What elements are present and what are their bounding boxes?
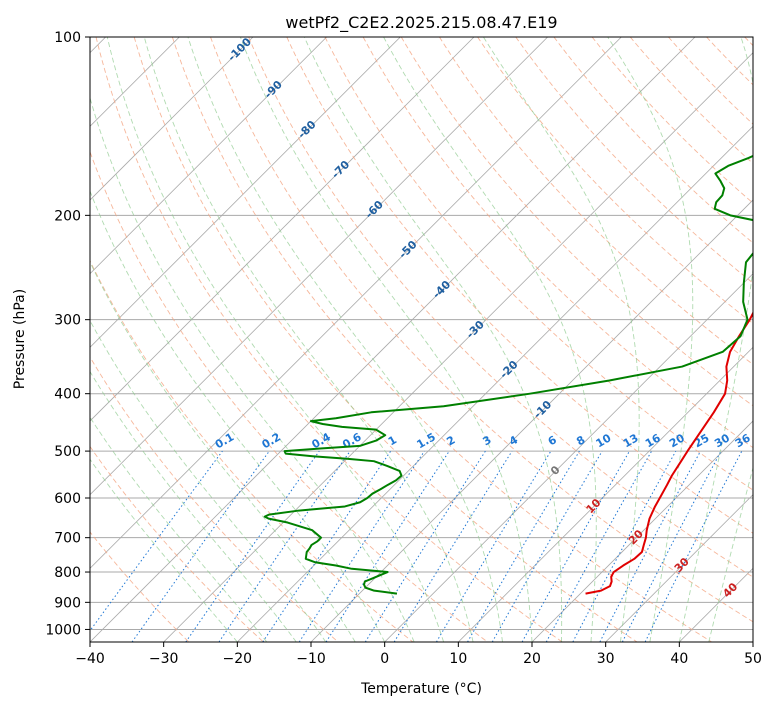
isotherm-30 [605, 494, 753, 642]
isotherm--90 [90, 37, 327, 275]
mixing-ratio-line-3 [218, 450, 351, 642]
dry-adiabat-110 [439, 37, 753, 365]
dry-adiabat-40 [171, 37, 712, 642]
y-tick-label-500: 500 [54, 444, 81, 460]
isotherm--50 [90, 37, 622, 569]
mixing-ratio-line-2 [185, 450, 320, 642]
dry-adiabat-130 [515, 37, 753, 284]
dry-adiabat-90 [362, 37, 753, 449]
chart-title: wetPf2_C2E2.2025.215.08.47.E19 [285, 13, 557, 33]
x-tick-label-50: 50 [744, 651, 762, 667]
x-tick-label-0: 0 [380, 651, 389, 667]
dry-adiabat-20 [95, 37, 563, 642]
dry-adiabat-60 [248, 37, 753, 578]
x-tick-label--20: −20 [223, 651, 253, 667]
plot-frame [89, 36, 754, 643]
mixing-ratio-line-6 [325, 450, 450, 642]
y-tick-label-900: 900 [54, 595, 81, 611]
plot-area: 0.1 0.2 0.4 0.6 1 1.5 2 3 4 6 8 10 13 16 20 25 30 36-100-… [90, 37, 753, 642]
sounding-profiles [263, 154, 753, 595]
isotherm-10 [458, 346, 753, 642]
mixing-ratio-line-17 [644, 450, 743, 642]
dewpoint-profile-line [263, 154, 753, 595]
moist-adiabat-8 [106, 37, 445, 642]
y-axis-title: Pressure (hPa) [12, 289, 28, 389]
mixing-ratio-line-5 [298, 450, 425, 642]
isotherm-lines [90, 37, 753, 642]
mixing-ratio-lines [90, 450, 743, 642]
mixing-ratio-line-14 [572, 450, 677, 642]
moist-adiabat-24 [303, 37, 563, 642]
x-axis-title: Temperature (°C) [360, 681, 482, 697]
mixing-ratio-line-13 [545, 450, 653, 642]
mixing-ratio-line-4 [262, 450, 392, 642]
isotherm-20 [531, 420, 753, 642]
dry-adiabat-30 [133, 37, 638, 642]
moist-adiabat-0 [90, 189, 386, 642]
y-tick-label-1000: 1000 [45, 622, 81, 638]
x-tick-label--30: −30 [149, 651, 179, 667]
mixing-ratio-line-12 [521, 450, 630, 642]
moist-adiabat--16 [90, 416, 268, 642]
moist-adiabat-44 [708, 466, 753, 642]
isotherm--60 [90, 37, 548, 496]
moist-adiabat--20 [90, 458, 238, 642]
moist-adiabat--8 [90, 319, 327, 642]
y-tick-label-700: 700 [54, 531, 81, 547]
moist-adiabat-16 [187, 37, 503, 642]
dry-adiabat--20 [90, 445, 264, 642]
isotherm--80 [90, 37, 401, 348]
x-tick-label-20: 20 [523, 651, 541, 667]
dry-adiabat-100 [400, 37, 753, 407]
y-tick-label-300: 300 [54, 313, 81, 329]
x-tick-label-10: 10 [449, 651, 467, 667]
x-tick-label--10: −10 [296, 651, 326, 667]
pressure-grid [90, 37, 753, 630]
moist-adiabat-28 [383, 37, 597, 642]
isotherm--20 [237, 125, 753, 642]
y-tick-label-200: 200 [54, 208, 81, 224]
moist-adiabat--4 [90, 260, 356, 642]
isotherm--70 [90, 37, 475, 422]
y-tick-label-800: 800 [54, 565, 81, 581]
dry-adiabat--10 [90, 356, 339, 642]
dry-adiabat-80 [324, 37, 753, 491]
dry-adiabat-140 [553, 37, 753, 244]
moist-adiabat--12 [90, 370, 297, 642]
moist-adiabat-12 [143, 37, 474, 642]
x-tick-label-40: 40 [670, 651, 688, 667]
y-tick-label-400: 400 [54, 387, 81, 403]
dry-adiabat-lines [90, 37, 753, 642]
moist-adiabat-40 [678, 37, 753, 642]
x-tick-label-30: 30 [597, 651, 615, 667]
isotherm--40 [90, 37, 696, 642]
dry-adiabat-0 [90, 259, 414, 642]
moist-adiabat-lines [90, 37, 753, 642]
isotherm--30 [163, 52, 753, 642]
isotherm--100 [90, 37, 254, 201]
moist-adiabat-20 [239, 37, 533, 642]
y-tick-label-600: 600 [54, 491, 81, 507]
axes: −40 −30 −20 −10 0 10 20 30 40 50 100 200 300 400 500 60… [45, 30, 762, 667]
mixing-ratio-line-1 [131, 450, 270, 642]
mixing-ratio-line-0 [90, 450, 223, 632]
isotherm-0 [384, 273, 753, 642]
y-tick-label-100: 100 [54, 30, 81, 46]
temperature-profile-line [585, 311, 753, 595]
moist-adiabat-32 [483, 37, 640, 642]
dry-adiabat-50 [210, 37, 753, 623]
dry-adiabat-70 [286, 37, 753, 534]
x-tick-label--40: −40 [75, 651, 105, 667]
mixing-ratio-line-8 [393, 450, 513, 642]
moist-adiabat-36 [607, 37, 694, 642]
dry-adiabat-160 [629, 37, 753, 165]
